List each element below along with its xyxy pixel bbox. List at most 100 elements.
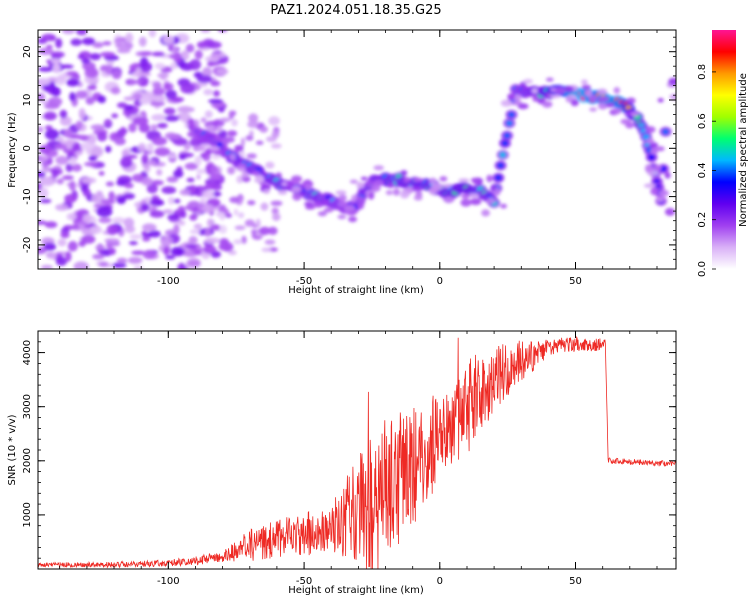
heatmap-cell bbox=[247, 120, 259, 128]
heatmap-cell bbox=[157, 122, 168, 129]
heatmap-cell bbox=[94, 245, 106, 250]
heatmap-cell bbox=[286, 181, 294, 188]
heatmap-cell bbox=[458, 178, 470, 183]
heatmap-cell bbox=[124, 182, 134, 189]
heatmap-cell bbox=[650, 187, 659, 196]
y-tick-label: 3000 bbox=[22, 394, 33, 419]
heatmap-cell bbox=[62, 30, 76, 35]
heatmap-cell bbox=[373, 165, 385, 171]
heatmap-ridge-core bbox=[501, 140, 509, 147]
heatmap-cell bbox=[400, 170, 408, 176]
heatmap-cell bbox=[81, 37, 96, 46]
heatmap-cell bbox=[203, 245, 217, 254]
heatmap-cell bbox=[116, 196, 127, 205]
heatmap-cell bbox=[355, 195, 365, 204]
heatmap-cell bbox=[209, 173, 221, 181]
heatmap-cell bbox=[180, 111, 190, 123]
heatmap-cell bbox=[204, 237, 221, 244]
heatmap-cell bbox=[186, 177, 195, 183]
snr-x-axis-label: Height of straight line (km) bbox=[288, 585, 424, 596]
heatmap-cell bbox=[162, 209, 174, 214]
heatmap-cell bbox=[542, 100, 553, 108]
heatmap-cell bbox=[73, 261, 89, 269]
heatmap-cell bbox=[219, 117, 231, 123]
heatmap-cell bbox=[55, 38, 63, 49]
heatmap-cell bbox=[76, 30, 88, 36]
heatmap-cell bbox=[128, 80, 142, 85]
x-tick-label: -100 bbox=[157, 576, 180, 587]
heatmap-cell bbox=[189, 229, 201, 234]
heatmap-cell bbox=[119, 126, 127, 137]
heatmap-cell bbox=[55, 257, 67, 266]
heatmap-cell bbox=[403, 176, 411, 183]
heatmap-cell bbox=[338, 194, 347, 202]
heatmap-cell bbox=[123, 217, 135, 229]
heatmap-cell bbox=[50, 51, 65, 58]
heatmap-cell bbox=[229, 196, 241, 203]
heatmap-cell bbox=[219, 212, 226, 221]
heatmap-cell bbox=[157, 72, 170, 79]
heatmap-ridge-core bbox=[499, 151, 507, 158]
heatmap-cell bbox=[227, 166, 236, 175]
heatmap-cell bbox=[207, 61, 215, 67]
heatmap-cell bbox=[109, 247, 116, 255]
heatmap-cell bbox=[163, 107, 176, 115]
heatmap-cell bbox=[245, 135, 254, 141]
heatmap-cell bbox=[138, 142, 146, 153]
heatmap-cell bbox=[249, 130, 254, 137]
heatmap-cell bbox=[187, 131, 194, 138]
heatmap-cell bbox=[337, 214, 347, 220]
heatmap-cell bbox=[270, 200, 283, 206]
heatmap-cell bbox=[156, 169, 163, 176]
heatmap-cell bbox=[85, 96, 95, 105]
heatmap-cell bbox=[233, 239, 243, 245]
colorbar-scale bbox=[712, 30, 736, 269]
heatmap-cell bbox=[38, 247, 47, 255]
heatmap-cell bbox=[255, 218, 261, 228]
heatmap-cell bbox=[149, 100, 165, 107]
heatmap-cell bbox=[150, 124, 158, 131]
heatmap-cell bbox=[184, 244, 197, 249]
heatmap-cell bbox=[151, 114, 167, 121]
heatmap-cell bbox=[39, 198, 52, 204]
heatmap-cell bbox=[228, 250, 237, 256]
heatmap-cell bbox=[251, 229, 257, 234]
heatmap-cell bbox=[200, 30, 211, 33]
heatmap-cell bbox=[44, 103, 60, 110]
heatmap-cell bbox=[196, 174, 201, 180]
y-tick-label: -20 bbox=[22, 237, 33, 253]
heatmap-cell bbox=[248, 113, 259, 123]
heatmap-cell bbox=[255, 174, 264, 182]
heatmap-ridge-core bbox=[503, 132, 511, 139]
heatmap-cell bbox=[105, 181, 115, 187]
heatmap-cell bbox=[238, 212, 245, 219]
heatmap-cell bbox=[105, 145, 112, 153]
heatmap-cell bbox=[98, 262, 109, 267]
heatmap-cell bbox=[167, 196, 175, 205]
heatmap-cell bbox=[413, 177, 424, 182]
heatmap-cell bbox=[146, 183, 158, 194]
heatmap-cell bbox=[271, 212, 281, 222]
heatmap-cell bbox=[598, 102, 608, 110]
heatmap-cell bbox=[54, 143, 67, 150]
heatmap-cell bbox=[264, 239, 276, 245]
heatmap-cell bbox=[236, 167, 246, 172]
heatmap-cell bbox=[204, 110, 213, 119]
heatmap-cell bbox=[133, 265, 144, 269]
heatmap-cell bbox=[88, 156, 97, 161]
heatmap-cell bbox=[82, 214, 93, 223]
heatmap-cell bbox=[187, 260, 201, 267]
heatmap-cell bbox=[549, 94, 562, 99]
heatmap-cell bbox=[630, 111, 639, 117]
heatmap-cell bbox=[168, 54, 178, 59]
x-tick-label: 0 bbox=[437, 576, 443, 587]
heatmap-cell bbox=[189, 59, 201, 71]
heatmap-cell bbox=[81, 235, 96, 244]
heatmap-cell bbox=[291, 186, 302, 193]
heatmap-cell bbox=[229, 153, 236, 161]
heatmap-cell bbox=[337, 200, 346, 207]
heatmap-cell bbox=[196, 75, 213, 83]
heatmap-cell bbox=[45, 251, 57, 260]
heatmap-cell bbox=[151, 51, 165, 57]
heatmap-cell bbox=[486, 174, 493, 183]
